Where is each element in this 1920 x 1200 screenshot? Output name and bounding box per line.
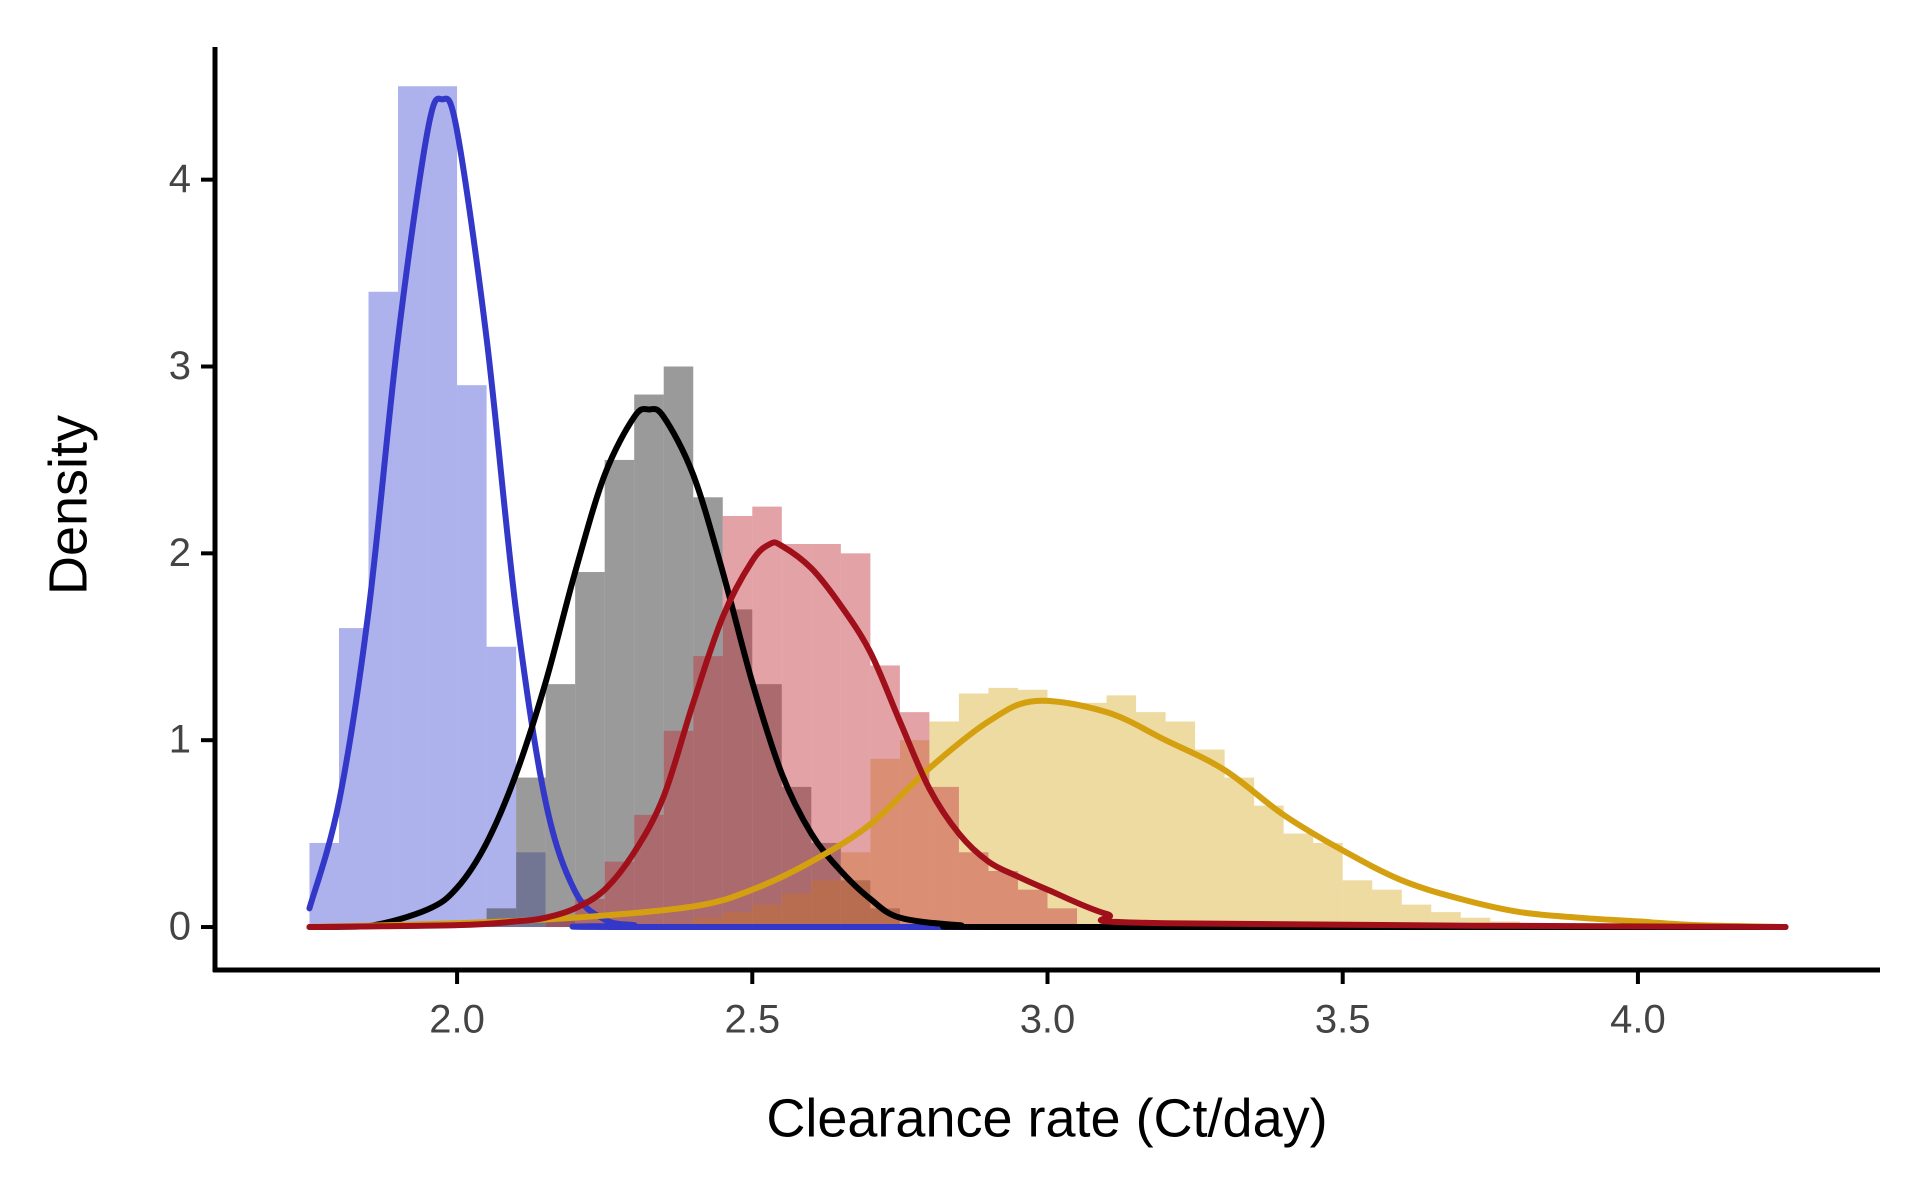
y-tick-label: 2 <box>169 531 191 575</box>
x-tick-label: 2.0 <box>429 998 485 1042</box>
histogram-bar <box>1165 721 1196 928</box>
x-tick-label: 2.5 <box>724 998 780 1042</box>
density-curve <box>306 95 1789 931</box>
histogram-bar <box>1254 805 1284 928</box>
histogram-bar <box>870 758 900 928</box>
histogram-bar <box>693 917 723 928</box>
histogram-bar <box>752 904 782 928</box>
y-tick-label: 1 <box>169 718 191 762</box>
y-tick-label: 3 <box>169 344 191 388</box>
plot-area <box>306 86 1789 931</box>
histogram-bar <box>1077 702 1107 928</box>
x-tick-label: 4.0 <box>1610 998 1666 1042</box>
histogram-bar <box>1460 917 1491 928</box>
histogram-bar <box>929 786 959 928</box>
histogram-bar <box>1136 712 1166 928</box>
histogram-bar <box>781 893 812 928</box>
histogram-bar <box>811 880 841 928</box>
histogram-bar <box>1195 749 1225 928</box>
histogram-bar <box>457 385 487 928</box>
histogram-bar <box>752 506 782 928</box>
histogram-bar <box>1224 777 1255 928</box>
x-tick-label: 3.5 <box>1315 998 1371 1042</box>
histogram-bar <box>1106 695 1137 928</box>
histogram-bar <box>634 394 664 928</box>
histogram-bar <box>958 852 989 928</box>
x-tick-label: 3.0 <box>1020 998 1076 1042</box>
histogram-bar <box>1313 842 1343 928</box>
histogram-bar <box>693 497 723 928</box>
histogram-bar <box>1283 833 1314 928</box>
density-curve <box>306 697 1789 931</box>
histogram-bar <box>1047 908 1078 928</box>
histogram-bar <box>1372 889 1402 928</box>
histogram-bar <box>604 459 635 928</box>
histogram-bar <box>899 712 930 928</box>
histogram-bar <box>575 572 605 928</box>
density-curve <box>306 405 1789 931</box>
histogram-bar <box>988 687 1018 928</box>
histogram-bar <box>722 912 753 928</box>
histogram-bar <box>545 917 576 928</box>
histogram-bar <box>988 870 1018 928</box>
y-tick-label: 4 <box>169 157 191 201</box>
histogram-bar <box>1401 904 1432 928</box>
histogram-bar <box>545 684 576 928</box>
histogram-bar <box>516 777 546 928</box>
histogram-bar <box>427 86 458 928</box>
histogram-bar <box>663 730 694 928</box>
histogram-bar <box>1342 880 1373 928</box>
y-axis-title: Density <box>38 415 98 595</box>
histogram-bar <box>1017 889 1048 928</box>
density-curve <box>306 539 1789 931</box>
x-axis-title: Clearance rate (Ct/day) <box>766 1088 1327 1148</box>
histogram-bar <box>693 656 723 928</box>
y-tick-label: 0 <box>169 905 191 949</box>
